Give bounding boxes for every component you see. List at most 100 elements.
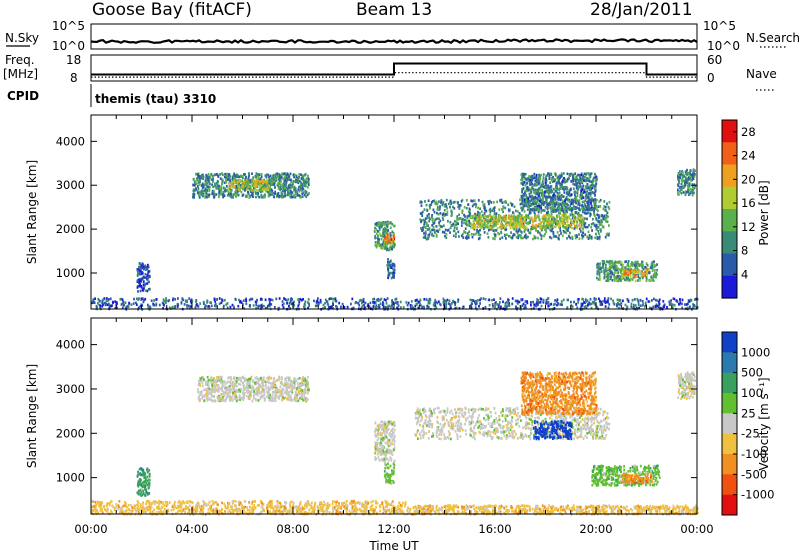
scatter-cell <box>233 172 236 176</box>
scatter-cell <box>597 209 599 213</box>
scatter-cell <box>695 297 697 301</box>
scatter-cell <box>515 227 518 231</box>
scatter-cell <box>540 221 542 224</box>
scatter-cell <box>358 299 361 302</box>
scatter-cell <box>570 202 573 206</box>
scatter-cell <box>575 196 578 199</box>
scatter-cell <box>566 187 569 190</box>
scatter-cell <box>596 237 599 240</box>
scatter-cell <box>298 175 300 179</box>
scatter-cell <box>207 305 210 308</box>
scatter-cell <box>551 228 554 231</box>
scatter-cell <box>373 301 375 304</box>
scatter-cell <box>271 193 273 196</box>
scatter-cell <box>449 231 451 234</box>
scatter-cell <box>479 302 481 305</box>
scatter-cell <box>288 379 291 382</box>
scatter-cell <box>334 297 337 300</box>
scatter-cell <box>266 173 268 176</box>
scatter-cell <box>541 194 543 197</box>
scatter-cell <box>148 269 151 273</box>
scatter-cell <box>552 201 555 205</box>
scatter-cell <box>215 193 218 196</box>
scatter-cell <box>520 236 523 240</box>
scatter-cell <box>101 299 104 302</box>
scatter-cell <box>519 306 522 310</box>
scatter-cell <box>590 222 593 226</box>
scatter-cell <box>386 297 389 300</box>
scatter-cell <box>538 223 541 226</box>
scatter-cell <box>545 298 548 302</box>
scatter-cell <box>633 298 636 301</box>
scatter-cell <box>564 211 567 215</box>
scatter-cell <box>138 269 141 272</box>
scatter-cell <box>588 192 590 195</box>
scatter-cell <box>582 298 585 301</box>
scatter-cell <box>534 179 537 183</box>
scatter-cell <box>689 188 692 191</box>
scatter-cell <box>463 230 466 233</box>
scatter-cell <box>264 188 267 192</box>
scatter-cell <box>267 188 270 191</box>
scatter-cell <box>680 188 683 192</box>
scatter-cell <box>549 206 552 210</box>
scatter-cell <box>423 232 425 235</box>
scatter-cell <box>468 221 471 225</box>
scatter-cell <box>260 304 262 308</box>
scatter-cell <box>474 216 477 219</box>
scatter-cell <box>484 214 486 218</box>
scatter-cell <box>573 216 576 220</box>
scatter-cell <box>594 179 597 183</box>
scatter-cell <box>626 278 628 282</box>
scatter-cell <box>199 180 201 184</box>
scatter-cell <box>243 173 245 176</box>
scatter-cell <box>672 297 675 300</box>
scatter-cell <box>277 194 279 197</box>
scatter-cell <box>167 299 170 303</box>
scatter-cell <box>535 190 538 193</box>
scatter-cell <box>673 297 676 301</box>
scatter-cell <box>267 385 270 389</box>
scatter-cell <box>658 298 661 302</box>
scatter-cell <box>547 186 549 189</box>
scatter-cell <box>493 217 495 220</box>
scatter-cell <box>496 200 498 204</box>
scatter-cell <box>531 218 533 222</box>
scatter-cell <box>435 202 438 206</box>
scatter-cell <box>288 189 290 192</box>
scatter-cell <box>386 247 389 250</box>
scatter-cell <box>210 178 213 181</box>
scatter-cell <box>272 195 275 198</box>
scatter-cell <box>305 190 308 194</box>
scatter-cell <box>267 173 270 177</box>
scatter-cell <box>557 209 559 212</box>
scatter-cell <box>385 228 387 231</box>
scatter-cell <box>142 265 145 269</box>
scatter-cell <box>603 260 606 263</box>
scatter-cell <box>491 221 494 224</box>
scatter-cell <box>585 208 588 212</box>
scatter-cell <box>516 231 519 234</box>
scatter-cell <box>197 305 200 308</box>
scatter-cell <box>583 305 586 309</box>
scatter-cell <box>516 222 519 226</box>
scatter-cell <box>451 224 454 227</box>
scatter-cell <box>393 243 396 246</box>
scatter-cell <box>280 194 282 198</box>
scatter-cell <box>600 300 603 304</box>
scatter-cell <box>445 300 448 303</box>
scatter-cell <box>495 214 497 218</box>
scatter-cell <box>637 264 640 267</box>
scatter-cell <box>577 216 580 219</box>
scatter-cell <box>482 297 485 300</box>
scatter-cell <box>586 190 589 193</box>
scatter-cell <box>426 214 429 217</box>
scatter-cell <box>249 188 252 192</box>
scatter-cell <box>228 173 231 176</box>
scatter-cell <box>255 191 257 195</box>
scatter-cell <box>296 191 299 194</box>
scatter-cell <box>332 303 334 306</box>
scatter-cell <box>577 202 580 205</box>
scatter-cell <box>228 390 231 393</box>
scatter-cell <box>521 304 524 307</box>
